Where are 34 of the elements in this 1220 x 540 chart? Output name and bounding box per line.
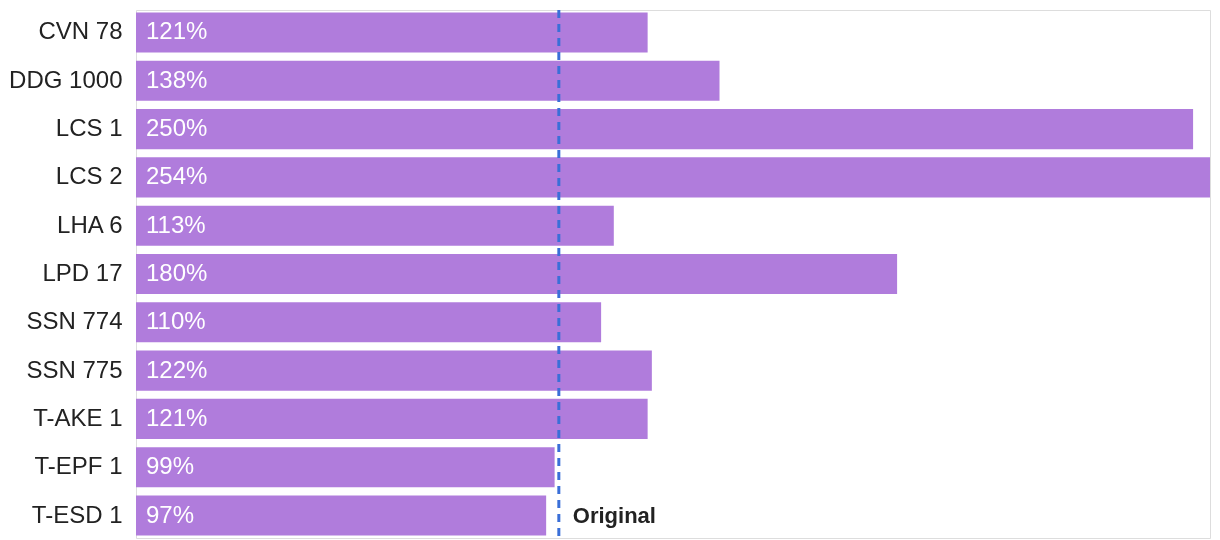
data-label: 138% (146, 65, 208, 93)
y-tick-label: LCS 1 (55, 114, 123, 142)
y-tick-label: T-ESD 1 (31, 500, 123, 528)
bar (136, 447, 555, 488)
data-label: 110% (146, 307, 206, 335)
bar (136, 109, 1194, 150)
y-tick-label: SSN 774 (26, 307, 123, 335)
y-tick-label: DDG 1000 (9, 65, 123, 93)
bar (136, 157, 1210, 198)
y-tick-label: T-EPF 1 (34, 452, 123, 480)
data-label: 113% (146, 210, 206, 238)
data-label: 121% (146, 17, 208, 45)
y-tick-label: LHA 6 (57, 210, 123, 238)
data-label: 180% (146, 259, 208, 286)
bar (136, 60, 720, 101)
ref-line-label: Original (572, 502, 656, 528)
y-tick-label: SSN 775 (26, 355, 123, 383)
data-label: 121% (146, 403, 208, 431)
bar (136, 12, 648, 53)
y-tick-label: LCS 2 (55, 162, 123, 190)
y-tick-label: CVN 78 (38, 17, 123, 45)
bar (136, 398, 648, 439)
data-label: 122% (146, 355, 208, 383)
bar (136, 302, 602, 343)
y-tick-label: T-AKE 1 (33, 403, 123, 431)
y-tick-label: LPD 17 (42, 259, 123, 286)
data-label: 97% (146, 500, 195, 528)
data-label: 99% (146, 452, 195, 480)
data-label: 254% (146, 162, 208, 190)
bar (136, 350, 652, 391)
bar (136, 253, 898, 295)
bar (136, 205, 614, 246)
data-label: 250% (146, 114, 208, 142)
bar (136, 495, 547, 536)
